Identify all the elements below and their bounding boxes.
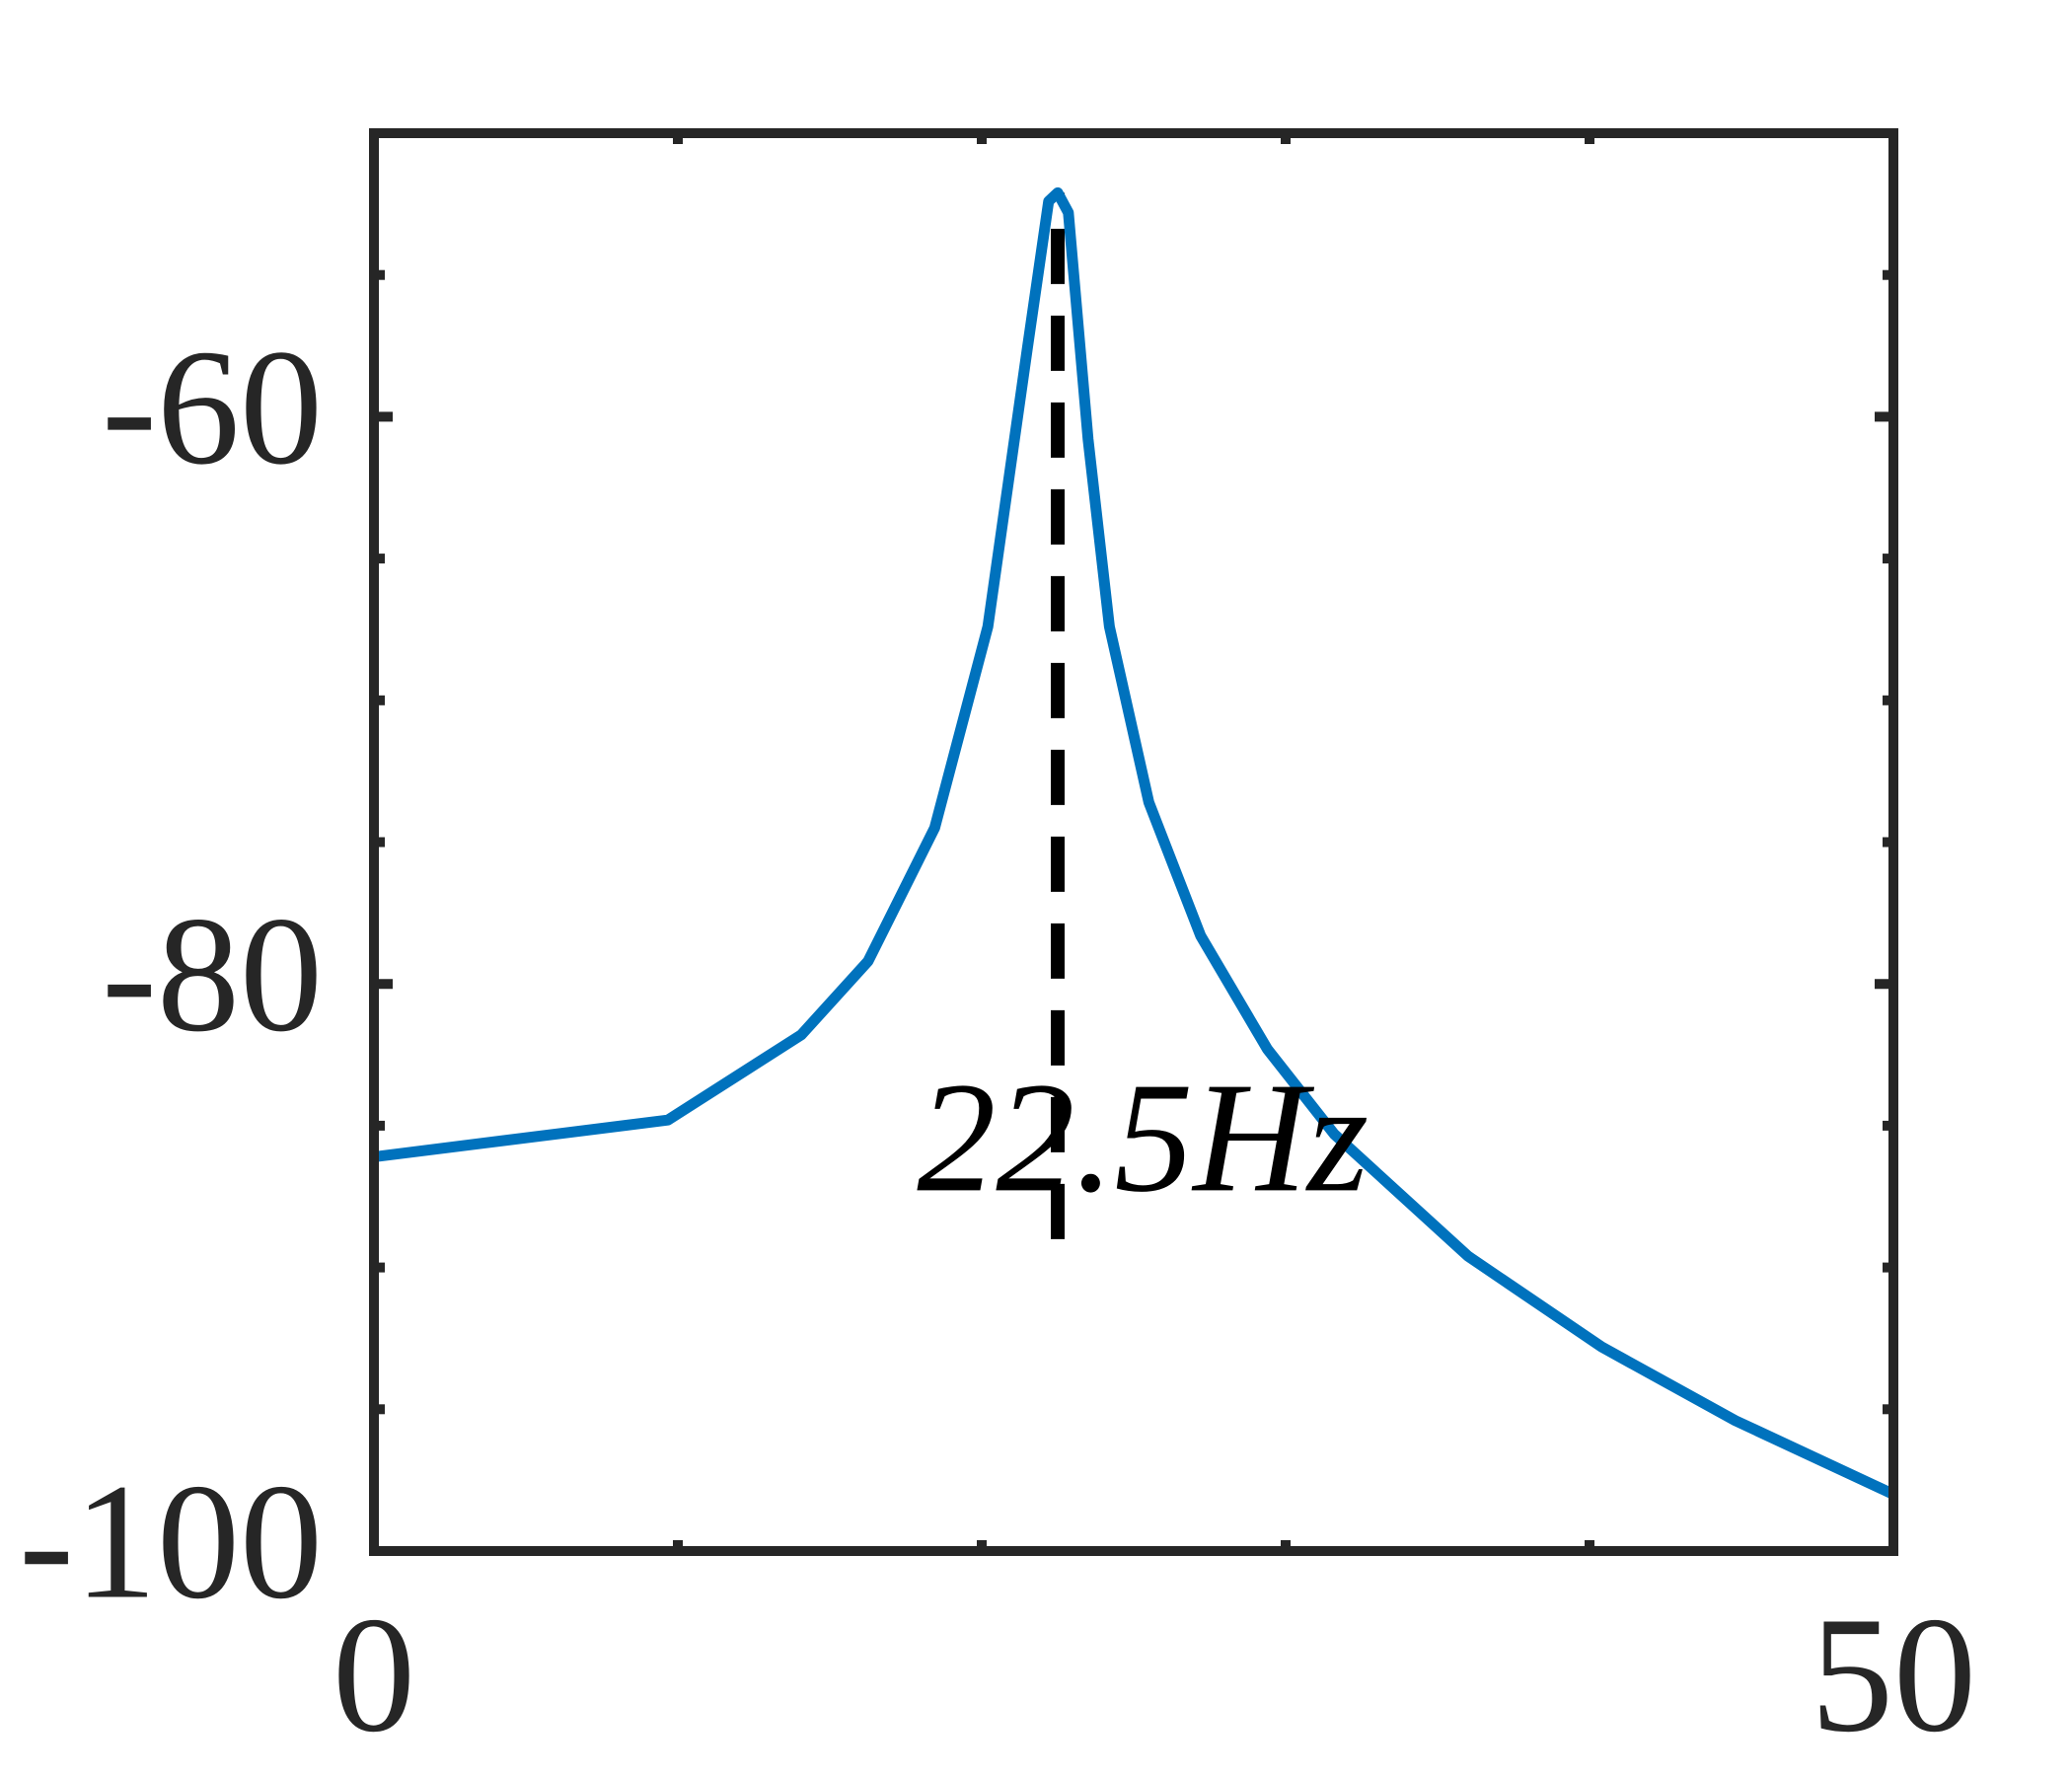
axes-box xyxy=(369,128,1898,1556)
y-tick-label: -100 xyxy=(19,1450,323,1634)
data-line xyxy=(373,186,1896,1500)
x-tick-label: 50 xyxy=(1811,1584,1976,1767)
y-tick-label: -60 xyxy=(102,316,323,499)
annotation: 22.5Hz xyxy=(917,1049,1369,1224)
x-tick-label: 0 xyxy=(333,1584,415,1767)
y-tick-label: -80 xyxy=(102,883,323,1067)
